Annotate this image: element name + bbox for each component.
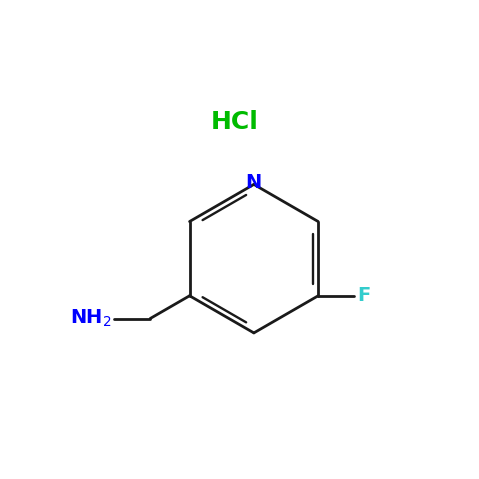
Text: F: F [357, 286, 371, 305]
Text: HCl: HCl [211, 110, 259, 134]
Text: NH$_2$: NH$_2$ [70, 308, 112, 329]
Text: N: N [246, 173, 262, 192]
